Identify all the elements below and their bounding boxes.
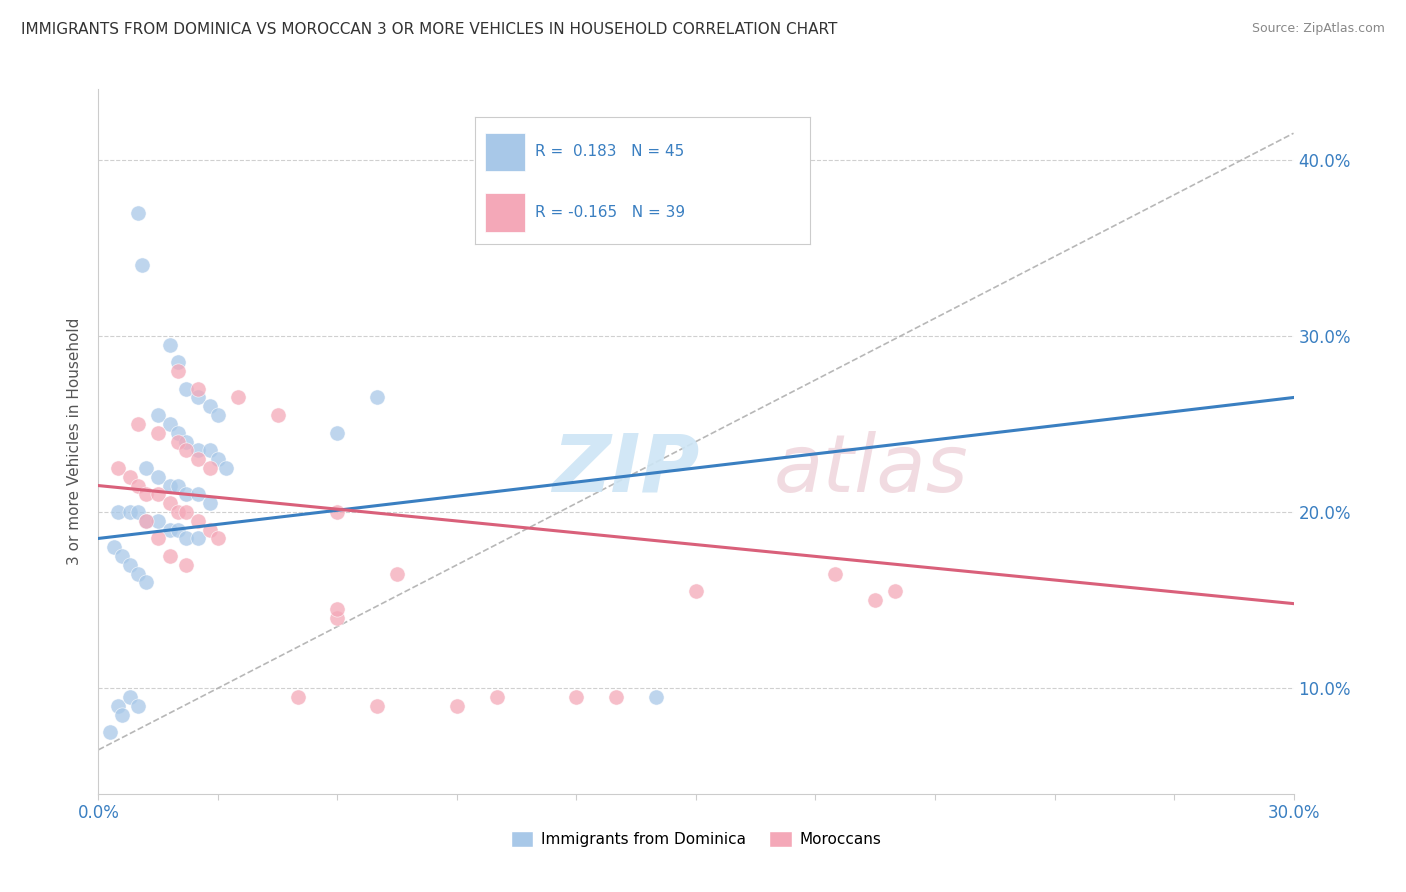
Point bbox=[446, 698, 468, 713]
Point bbox=[107, 698, 129, 713]
Point bbox=[366, 698, 388, 713]
Text: Source: ZipAtlas.com: Source: ZipAtlas.com bbox=[1251, 22, 1385, 36]
Point bbox=[127, 698, 149, 713]
Point bbox=[366, 391, 388, 405]
Point bbox=[865, 593, 887, 607]
Point bbox=[385, 566, 409, 581]
Point bbox=[98, 725, 122, 739]
Point bbox=[120, 505, 142, 519]
Text: ZIP: ZIP bbox=[553, 431, 700, 508]
Point bbox=[174, 505, 197, 519]
Point bbox=[148, 469, 170, 483]
Point bbox=[167, 364, 190, 378]
Point bbox=[326, 602, 349, 616]
Point bbox=[174, 558, 197, 572]
Point bbox=[174, 382, 197, 396]
Point bbox=[174, 487, 197, 501]
Point bbox=[159, 549, 181, 563]
Point bbox=[326, 505, 349, 519]
Point bbox=[187, 443, 209, 458]
Point bbox=[685, 584, 707, 599]
Point bbox=[174, 532, 197, 546]
Point bbox=[485, 690, 508, 704]
Point bbox=[187, 452, 209, 467]
Point bbox=[565, 690, 588, 704]
Point bbox=[159, 523, 181, 537]
Point bbox=[148, 408, 170, 422]
Point bbox=[267, 408, 290, 422]
Point bbox=[148, 425, 170, 440]
Point bbox=[159, 417, 181, 431]
Point bbox=[287, 690, 309, 704]
Point bbox=[326, 425, 349, 440]
Point bbox=[198, 443, 221, 458]
Point bbox=[135, 514, 157, 528]
Point bbox=[107, 505, 129, 519]
Point bbox=[187, 514, 209, 528]
Text: IMMIGRANTS FROM DOMINICA VS MOROCCAN 3 OR MORE VEHICLES IN HOUSEHOLD CORRELATION: IMMIGRANTS FROM DOMINICA VS MOROCCAN 3 O… bbox=[21, 22, 838, 37]
Point bbox=[120, 558, 142, 572]
Point bbox=[131, 258, 153, 272]
Point bbox=[159, 337, 181, 351]
Point bbox=[159, 496, 181, 510]
Point bbox=[207, 532, 229, 546]
Point bbox=[167, 478, 190, 492]
Point bbox=[148, 487, 170, 501]
Point bbox=[148, 532, 170, 546]
Point bbox=[198, 523, 221, 537]
Point bbox=[167, 355, 190, 369]
Point bbox=[167, 505, 190, 519]
Point bbox=[107, 461, 129, 475]
Point bbox=[127, 505, 149, 519]
Point bbox=[326, 610, 349, 624]
Point bbox=[135, 461, 157, 475]
Point bbox=[187, 532, 209, 546]
Point bbox=[127, 478, 149, 492]
Point bbox=[127, 566, 149, 581]
Point bbox=[187, 382, 209, 396]
Point bbox=[167, 523, 190, 537]
Point bbox=[159, 478, 181, 492]
Point bbox=[135, 487, 157, 501]
Point bbox=[135, 514, 157, 528]
Point bbox=[127, 205, 149, 219]
Point bbox=[111, 549, 134, 563]
Point bbox=[120, 690, 142, 704]
Point bbox=[226, 391, 249, 405]
Point bbox=[187, 391, 209, 405]
Point bbox=[174, 434, 197, 449]
Point bbox=[207, 452, 229, 467]
Point bbox=[198, 461, 221, 475]
Point bbox=[884, 584, 907, 599]
Point bbox=[148, 514, 170, 528]
Point bbox=[645, 690, 668, 704]
Point bbox=[103, 540, 125, 554]
Point bbox=[167, 434, 190, 449]
Y-axis label: 3 or more Vehicles in Household: 3 or more Vehicles in Household bbox=[67, 318, 83, 566]
Point bbox=[135, 575, 157, 590]
Text: atlas: atlas bbox=[773, 431, 969, 508]
Legend: Immigrants from Dominica, Moroccans: Immigrants from Dominica, Moroccans bbox=[505, 825, 887, 853]
Point bbox=[198, 496, 221, 510]
Point bbox=[198, 399, 221, 413]
Point bbox=[207, 408, 229, 422]
Point bbox=[167, 425, 190, 440]
Point bbox=[127, 417, 149, 431]
Point bbox=[605, 690, 627, 704]
Point bbox=[120, 469, 142, 483]
Point bbox=[824, 566, 846, 581]
Point bbox=[215, 461, 238, 475]
Point bbox=[174, 443, 197, 458]
Point bbox=[187, 487, 209, 501]
Point bbox=[111, 707, 134, 722]
